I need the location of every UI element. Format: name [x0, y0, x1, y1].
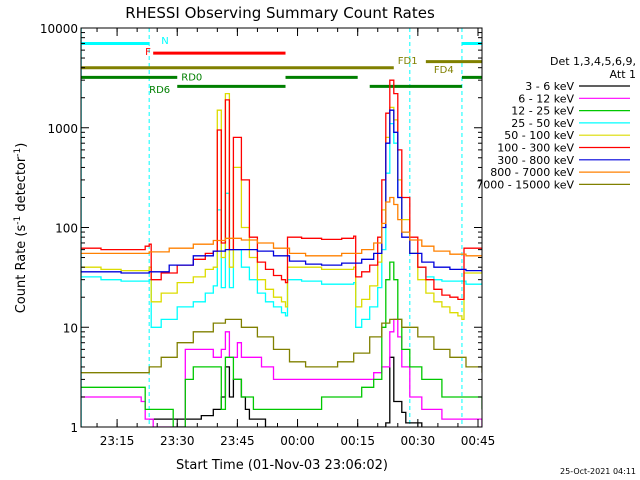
legend-label-1: 6 - 12 keV	[518, 92, 574, 105]
legend-label-6: 300 - 800 keV	[497, 154, 574, 167]
x-tick-label-3: 00:00	[280, 434, 315, 448]
legend-label-8: 7000 - 15000 keV	[476, 178, 574, 191]
y-tick-label-1: 10	[63, 321, 78, 335]
chart-title: RHESSI Observing Summary Count Rates	[125, 4, 435, 22]
y-tick-label-3: 1000	[47, 122, 78, 136]
y-axis-label: Count Rate (s-1 detector-1)	[13, 143, 29, 314]
state-label-fd4: FD4	[434, 65, 454, 76]
x-tick-label-5: 00:30	[401, 434, 436, 448]
series-line-2	[81, 261, 482, 427]
legend-label-0: 3 - 6 keV	[525, 80, 574, 93]
legend-label-5: 100 - 300 keV	[497, 142, 574, 155]
legend-header-line1: Det 1,3,4,5,6,9,	[550, 55, 636, 68]
timestamp: 25-Oct-2021 04:11	[560, 467, 636, 476]
legend-label-4: 50 - 100 keV	[504, 129, 574, 142]
series-line-1	[81, 318, 482, 427]
series-line-0	[149, 356, 423, 427]
state-label-rd6: RD6	[149, 85, 170, 96]
series-line-8	[81, 318, 482, 374]
y-tick-label-0: 1	[70, 421, 78, 435]
y-tick-label-4: 10000	[40, 22, 78, 36]
axes: 23:15 23:30 23:45 00:00 00:15 00:30 00:45 1 10 10…	[40, 22, 495, 448]
state-label-f: F	[145, 47, 151, 58]
x-tick-label-2: 23:45	[220, 434, 255, 448]
series-line-6	[81, 109, 482, 274]
legend-label-7: 800 - 7000 keV	[490, 166, 574, 179]
state-label-fd1: FD1	[398, 56, 418, 67]
legend-label-2: 12 - 25 keV	[511, 105, 574, 118]
state-label-rd0: RD0	[181, 73, 202, 84]
x-tick-label-1: 23:30	[160, 434, 195, 448]
y-tick-label-2: 100	[55, 222, 78, 236]
series-line-5	[81, 79, 482, 301]
legend-header-line2: Att 1	[610, 68, 636, 81]
x-tick-label-0: 23:15	[100, 434, 135, 448]
x-axis-label: Start Time (01-Nov-03 23:06:02)	[176, 458, 388, 473]
state-label-n: N	[161, 36, 168, 47]
x-tick-label-4: 00:15	[340, 434, 375, 448]
legend-label-3: 25 - 50 keV	[511, 117, 574, 130]
series-line-7	[81, 196, 482, 257]
x-tick-label-6: 00:45	[461, 434, 496, 448]
